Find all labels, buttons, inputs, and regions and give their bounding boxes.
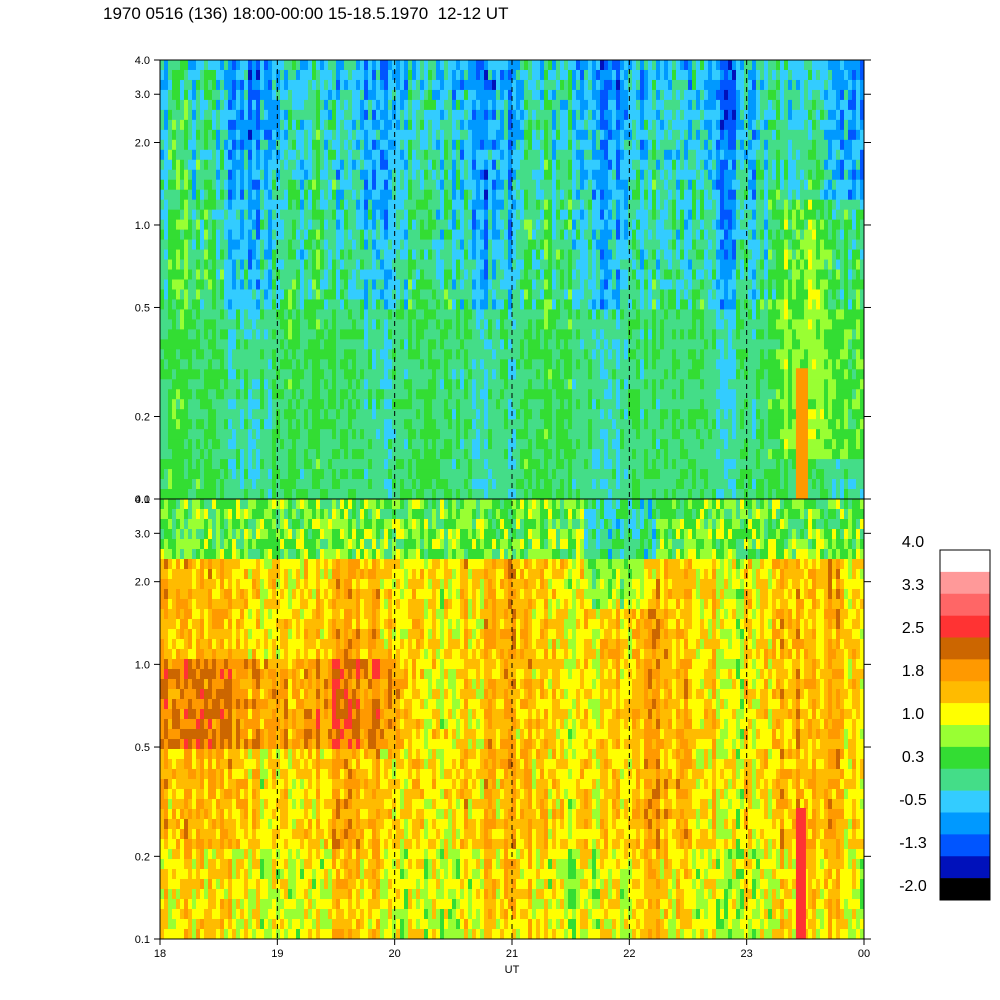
- x-axis-label: UT: [505, 964, 520, 976]
- colorbar-swatch: [940, 550, 990, 573]
- colorbar-swatch: [940, 615, 990, 638]
- y-tick-label: 3.0: [135, 89, 150, 101]
- y-tick-label: 0.5: [135, 302, 150, 314]
- colorbar-swatch: [940, 768, 990, 791]
- colorbar-swatch: [940, 812, 990, 835]
- y-tick-label: 2.0: [135, 137, 150, 149]
- lower-spectrogram-panel: [160, 499, 864, 939]
- colorbar-swatch: [940, 834, 990, 857]
- upper-orange-streak: [795, 368, 808, 499]
- colorbar-label: -0.5: [899, 792, 927, 809]
- colorbar-swatch: [940, 681, 990, 704]
- upper-spectrogram-panel: [160, 60, 864, 499]
- y-tick-label: 0.2: [135, 851, 150, 863]
- y-tick-label: 0.2: [135, 412, 150, 424]
- x-tick-label: 00: [858, 948, 870, 960]
- x-tick-label: 23: [741, 948, 753, 960]
- y-tick-label: 0.5: [135, 742, 150, 754]
- chart-title: 1970 0516 (136) 18:00-00:00 15-18.5.1970…: [103, 4, 509, 23]
- colorbar-swatch: [940, 790, 990, 813]
- colorbar-swatch: [940, 703, 990, 726]
- colorbar-swatch: [940, 878, 990, 901]
- colorbar-label: 1.0: [902, 706, 924, 723]
- colorbar-label: -1.3: [899, 835, 927, 852]
- colorbar-label: 0.3: [902, 749, 924, 766]
- x-tick-label: 20: [389, 948, 401, 960]
- y-tick-label: 3.0: [135, 528, 150, 540]
- y-tick-label: 4.0: [135, 55, 150, 67]
- colorbar: 4.0 3.3 2.5 1.8 1.0 0.3 -0.5 -1.3 -2.0: [899, 534, 991, 901]
- colorbar-label: 4.0: [902, 534, 924, 551]
- axes: 0.10.20.51.02.03.04.00.10.20.51.02.03.04…: [135, 55, 871, 976]
- colorbar-border: [939, 549, 991, 901]
- colorbar-swatch: [940, 637, 990, 660]
- y-tick-label: 0.1: [135, 934, 150, 946]
- x-tick-label: 18: [154, 948, 166, 960]
- colorbar-label: 2.5: [902, 620, 924, 637]
- y-tick-label: 4.0: [135, 494, 150, 506]
- colorbar-swatch: [940, 571, 990, 595]
- colorbar-swatch: [940, 725, 990, 748]
- x-tick-label: 22: [623, 948, 635, 960]
- x-tick-label: 21: [506, 948, 518, 960]
- colorbar-label: 1.8: [902, 663, 924, 680]
- colorbar-swatch: [940, 593, 990, 616]
- lower-red-streak: [795, 807, 806, 939]
- y-tick-label: 1.0: [135, 659, 150, 671]
- y-tick-label: 0.1: [135, 494, 150, 506]
- colorbar-swatch: [940, 659, 990, 682]
- colorbar-swatch: [940, 746, 990, 770]
- y-tick-label: 1.0: [135, 220, 150, 232]
- colorbar-label: 3.3: [902, 577, 924, 594]
- hour-gridlines: [276, 60, 748, 939]
- y-tick-label: 2.0: [135, 577, 150, 589]
- x-tick-label: 19: [271, 948, 283, 960]
- colorbar-swatch: [940, 856, 990, 879]
- colorbar-label: -2.0: [899, 878, 927, 895]
